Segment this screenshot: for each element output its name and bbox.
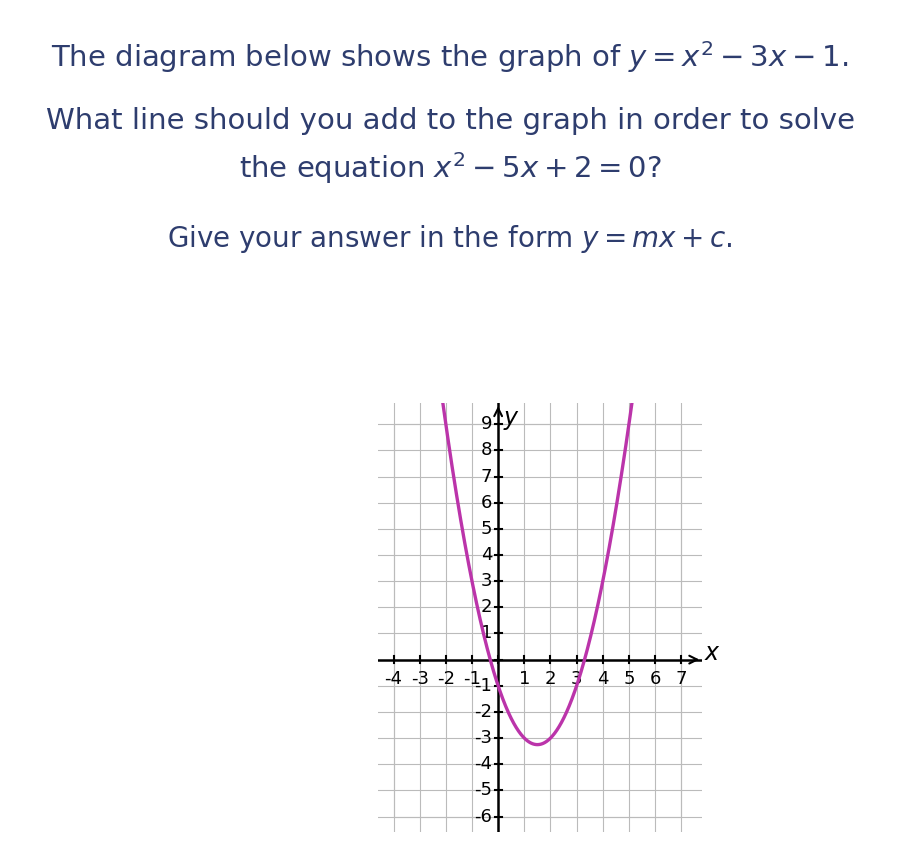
Text: Give your answer in the form $y = mx + c$.: Give your answer in the form $y = mx + c… — [167, 223, 733, 255]
Text: 8: 8 — [481, 441, 492, 459]
Text: What line should you add to the graph in order to solve: What line should you add to the graph in… — [46, 107, 854, 136]
Text: -2: -2 — [436, 669, 454, 687]
Text: -3: -3 — [474, 729, 492, 747]
Text: -4: -4 — [474, 755, 492, 773]
Text: 6: 6 — [481, 493, 492, 511]
Text: 5: 5 — [481, 520, 492, 538]
Text: -1: -1 — [474, 677, 492, 695]
Text: 9: 9 — [481, 415, 492, 433]
Text: 6: 6 — [650, 669, 661, 687]
Text: 2: 2 — [481, 598, 492, 616]
Text: 1: 1 — [481, 625, 492, 643]
Text: y: y — [503, 406, 517, 430]
Text: The diagram below shows the graph of $y = x^2 - 3x - 1$.: The diagram below shows the graph of $y … — [51, 39, 849, 75]
Text: 3: 3 — [571, 669, 582, 687]
Text: 1: 1 — [518, 669, 530, 687]
Text: x: x — [705, 641, 719, 665]
Text: -6: -6 — [474, 807, 492, 825]
Text: -5: -5 — [474, 782, 492, 800]
Text: -3: -3 — [410, 669, 428, 687]
Text: the equation $x^2 - 5x + 2 = 0$?: the equation $x^2 - 5x + 2 = 0$? — [238, 150, 662, 186]
Text: -1: -1 — [464, 669, 481, 687]
Text: 4: 4 — [481, 546, 492, 564]
Text: 3: 3 — [481, 572, 492, 590]
Text: 5: 5 — [623, 669, 634, 687]
Text: 2: 2 — [544, 669, 556, 687]
Text: -4: -4 — [384, 669, 402, 687]
Text: 7: 7 — [481, 468, 492, 486]
Text: 4: 4 — [597, 669, 608, 687]
Text: -2: -2 — [474, 703, 492, 721]
Text: 7: 7 — [676, 669, 687, 687]
